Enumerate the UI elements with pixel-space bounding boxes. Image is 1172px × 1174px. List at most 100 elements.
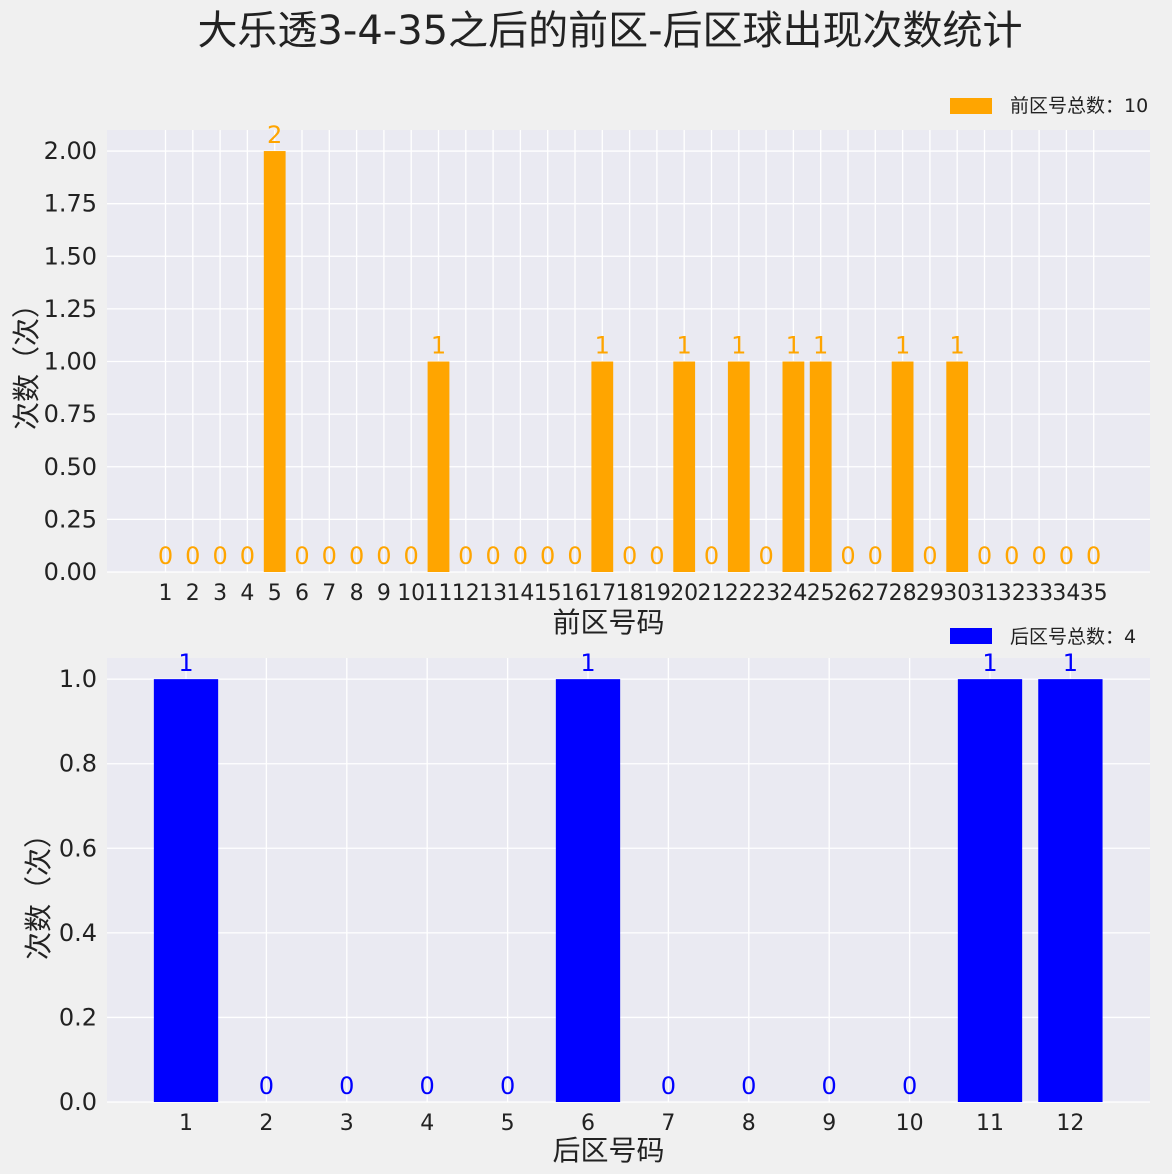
- chart1-xtick-label: 31: [971, 581, 999, 606]
- chart1-value-label: 0: [1086, 542, 1101, 570]
- chart2-legend-swatch: [950, 628, 992, 644]
- chart2-value-label: 0: [259, 1072, 274, 1100]
- chart1-value-label: 0: [1004, 542, 1019, 570]
- chart2-bar: [555, 679, 621, 1102]
- chart1-bar: [891, 361, 914, 572]
- chart1-ytick-label: 0.75: [44, 400, 97, 428]
- chart1-value-label: 0: [485, 542, 500, 570]
- chart2-ytick-label: 1.0: [59, 665, 97, 693]
- chart2-value-label: 0: [500, 1072, 515, 1100]
- chart1-xtick-label: 29: [916, 581, 944, 606]
- chart2-xtick-label: 9: [822, 1111, 836, 1136]
- chart1-value-label: 1: [677, 332, 692, 360]
- chart1-ytick-label: 2.00: [44, 137, 97, 165]
- chart1-xtick-label: 18: [616, 581, 644, 606]
- chart2-xtick-label: 7: [661, 1111, 675, 1136]
- chart1-value-label: 0: [868, 542, 883, 570]
- chart1-xtick-label: 1: [159, 581, 173, 606]
- chart1-value-label: 1: [813, 332, 828, 360]
- chart1-value-label: 1: [595, 332, 610, 360]
- chart1-xtick-label: 14: [506, 581, 534, 606]
- chart1-value-label: 0: [567, 542, 582, 570]
- chart1-ytick-label: 1.25: [44, 295, 97, 323]
- chart2-ytick-label: 0.2: [59, 1003, 97, 1031]
- chart1-xtick-label: 4: [240, 581, 254, 606]
- chart1-xtick-label: 8: [350, 581, 364, 606]
- chart1-bar: [782, 361, 805, 572]
- chart1-bar: [946, 361, 969, 572]
- chart2-xtick-label: 2: [259, 1111, 273, 1136]
- chart1-value-label: 2: [267, 121, 282, 149]
- chart2-value-label: 0: [339, 1072, 354, 1100]
- chart1-value-label: 0: [158, 542, 173, 570]
- chart2-value-label: 0: [741, 1072, 756, 1100]
- chart1-ytick-label: 0.00: [44, 558, 97, 586]
- chart1-xtick-label: 6: [295, 581, 309, 606]
- chart2-xtick-label: 4: [420, 1111, 434, 1136]
- chart2-ytick-label: 0.0: [59, 1088, 97, 1116]
- chart1-value-label: 1: [431, 332, 446, 360]
- chart1-xtick-label: 11: [425, 581, 453, 606]
- chart2-ytick-label: 0.4: [59, 919, 97, 947]
- chart1-value-label: 0: [240, 542, 255, 570]
- chart1-xtick-label: 33: [1025, 581, 1053, 606]
- chart2-xtick-label: 1: [179, 1111, 193, 1136]
- chart1-xtick-label: 32: [998, 581, 1026, 606]
- chart1-value-label: 0: [704, 542, 719, 570]
- chart1-bar: [809, 361, 832, 572]
- chart1-xtick-label: 17: [588, 581, 616, 606]
- chart1-xtick-label: 34: [1052, 581, 1080, 606]
- chart1-value-label: 0: [376, 542, 391, 570]
- chart1-legend-label: 前区号总数：10: [1010, 95, 1148, 117]
- chart1-xtick-label: 2: [186, 581, 200, 606]
- chart2-value-label: 1: [178, 649, 193, 677]
- chart1-value-label: 0: [622, 542, 637, 570]
- chart1-xtick-label: 27: [861, 581, 889, 606]
- chart1-xtick-label: 3: [213, 581, 227, 606]
- chart1-xtick-label: 21: [698, 581, 726, 606]
- chart1-xtick-label: 23: [752, 581, 780, 606]
- chart1-value-label: 0: [513, 542, 528, 570]
- chart1-xtick-label: 28: [889, 581, 917, 606]
- chart2-xtick-label: 8: [742, 1111, 756, 1136]
- chart2-xtick-label: 5: [501, 1111, 515, 1136]
- chart2-x-axis-label: 后区号码: [552, 1134, 664, 1167]
- chart1-value-label: 0: [458, 542, 473, 570]
- chart1-xtick-label: 26: [834, 581, 862, 606]
- chart1-value-label: 0: [212, 542, 227, 570]
- chart1-bar: [727, 361, 750, 572]
- chart2-xtick-label: 3: [340, 1111, 354, 1136]
- chart1-value-label: 0: [349, 542, 364, 570]
- chart1-xtick-label: 9: [377, 581, 391, 606]
- chart1-value-label: 0: [404, 542, 419, 570]
- chart1-y-axis-label: 次数（次）: [10, 290, 43, 430]
- chart1-value-label: 0: [294, 542, 309, 570]
- chart1-xtick-label: 7: [322, 581, 336, 606]
- chart2-value-label: 0: [420, 1072, 435, 1100]
- chart-title: 大乐透3-4-35之后的前区-后区球出现次数统计: [197, 8, 1022, 54]
- chart1-xtick-label: 20: [670, 581, 698, 606]
- chart1-x-axis-label: 前区号码: [552, 606, 664, 639]
- chart1-value-label: 1: [786, 332, 801, 360]
- chart1-bar: [427, 361, 450, 572]
- chart1-plot-area: [107, 130, 1150, 572]
- chart2-xtick-label: 12: [1056, 1111, 1084, 1136]
- chart1-bar: [263, 151, 286, 573]
- chart1-xtick-label: 19: [643, 581, 671, 606]
- chart1-bar: [673, 361, 696, 572]
- chart1-bar: [591, 361, 614, 572]
- chart2-ytick-label: 0.6: [59, 834, 97, 862]
- chart1-value-label: 0: [322, 542, 337, 570]
- chart1-xtick-label: 5: [268, 581, 282, 606]
- chart2-ytick-label: 0.8: [59, 750, 97, 778]
- chart2-legend-label: 后区号总数：4: [1010, 626, 1136, 648]
- chart1-value-label: 0: [1059, 542, 1074, 570]
- chart1-value-label: 0: [185, 542, 200, 570]
- chart2-bar: [1038, 679, 1103, 1102]
- chart1-value-label: 1: [895, 332, 910, 360]
- chart1-value-label: 0: [1031, 542, 1046, 570]
- chart2-bar: [957, 679, 1023, 1102]
- chart1-xtick-label: 35: [1080, 581, 1108, 606]
- chart1-value-label: 0: [840, 542, 855, 570]
